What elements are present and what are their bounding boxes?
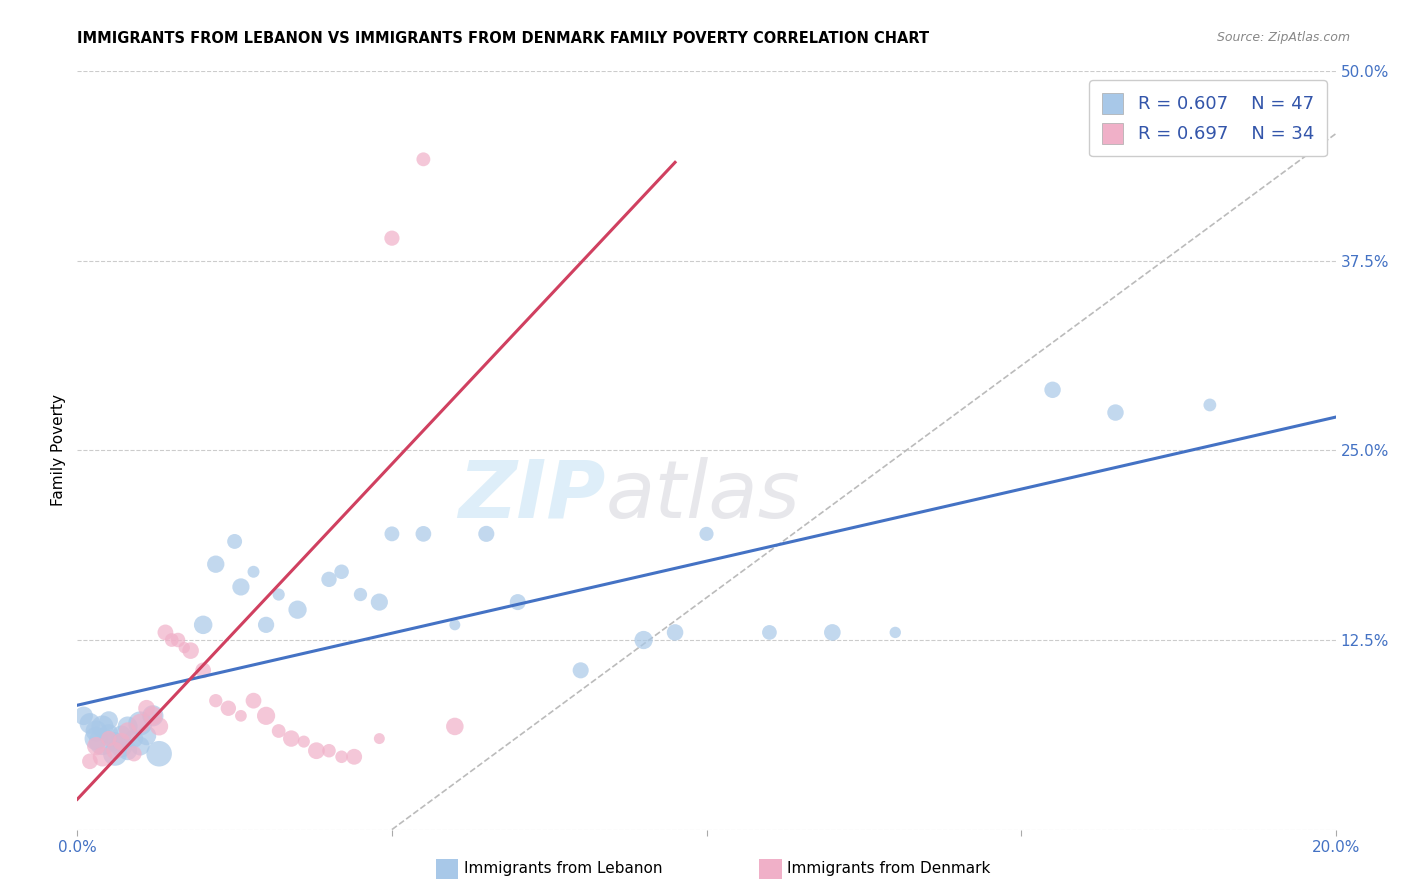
Point [821,625,844,640]
Point [242,694,264,708]
Point [117,724,139,739]
Point [148,719,170,733]
Point [318,573,340,587]
Point [135,729,157,743]
Point [79,716,101,731]
Point [173,640,195,655]
Point [1199,398,1222,412]
Point [117,719,139,733]
Point [79,755,101,769]
Point [91,734,114,748]
Point [444,719,467,733]
Point [148,747,170,761]
Point [330,749,353,764]
Point [412,153,434,167]
Point [305,744,328,758]
Point [633,633,655,648]
Point [84,724,107,739]
Point [129,716,152,731]
Point [122,731,145,746]
Point [217,701,239,715]
Point [129,716,152,731]
Point [506,595,529,609]
Point [110,739,132,753]
Point [664,625,686,640]
Text: Immigrants from Lebanon: Immigrants from Lebanon [464,862,662,876]
Point [97,727,120,741]
Point [884,625,907,640]
Point [758,625,780,640]
Point [280,731,302,746]
Point [191,617,215,632]
Point [412,526,434,541]
Point [122,747,145,761]
Point [318,744,340,758]
Point [84,739,107,753]
Legend: R = 0.607    N = 47, R = 0.697    N = 34: R = 0.607 N = 47, R = 0.697 N = 34 [1088,80,1327,156]
Point [142,708,165,723]
Point [330,565,353,579]
Point [97,731,120,746]
Point [224,534,246,549]
Point [204,694,226,708]
Point [444,617,467,632]
Text: ZIP: ZIP [458,457,606,535]
Point [104,744,127,758]
Point [84,731,107,746]
Point [267,724,290,739]
Point [254,617,277,632]
Point [267,588,290,602]
Point [191,664,215,678]
Point [1104,405,1126,420]
Point [349,588,371,602]
Point [343,749,366,764]
Text: IMMIGRANTS FROM LEBANON VS IMMIGRANTS FROM DENMARK FAMILY POVERTY CORRELATION CH: IMMIGRANTS FROM LEBANON VS IMMIGRANTS FR… [77,31,929,46]
Point [242,565,264,579]
Point [292,734,315,748]
Point [180,643,202,657]
Point [91,719,114,733]
Point [475,526,498,541]
Text: Source: ZipAtlas.com: Source: ZipAtlas.com [1216,31,1350,45]
Point [381,526,404,541]
Point [229,580,252,594]
Y-axis label: Family Poverty: Family Poverty [51,394,66,507]
Text: Immigrants from Denmark: Immigrants from Denmark [787,862,991,876]
Point [155,625,177,640]
Point [368,731,391,746]
Point [104,747,127,761]
Point [91,749,114,764]
Point [229,708,252,723]
Point [696,526,718,541]
Point [160,633,183,648]
Point [135,701,157,715]
Point [167,633,190,648]
Point [287,603,309,617]
Point [569,664,592,678]
Text: atlas: atlas [606,457,800,535]
Point [368,595,391,609]
Point [110,729,132,743]
Point [1042,383,1064,397]
Point [97,714,120,728]
Point [254,708,277,723]
Point [72,708,94,723]
Point [142,708,165,723]
Point [381,231,404,245]
Point [117,744,139,758]
Point [110,734,132,748]
Point [129,739,152,753]
Point [204,557,226,572]
Point [104,734,127,748]
